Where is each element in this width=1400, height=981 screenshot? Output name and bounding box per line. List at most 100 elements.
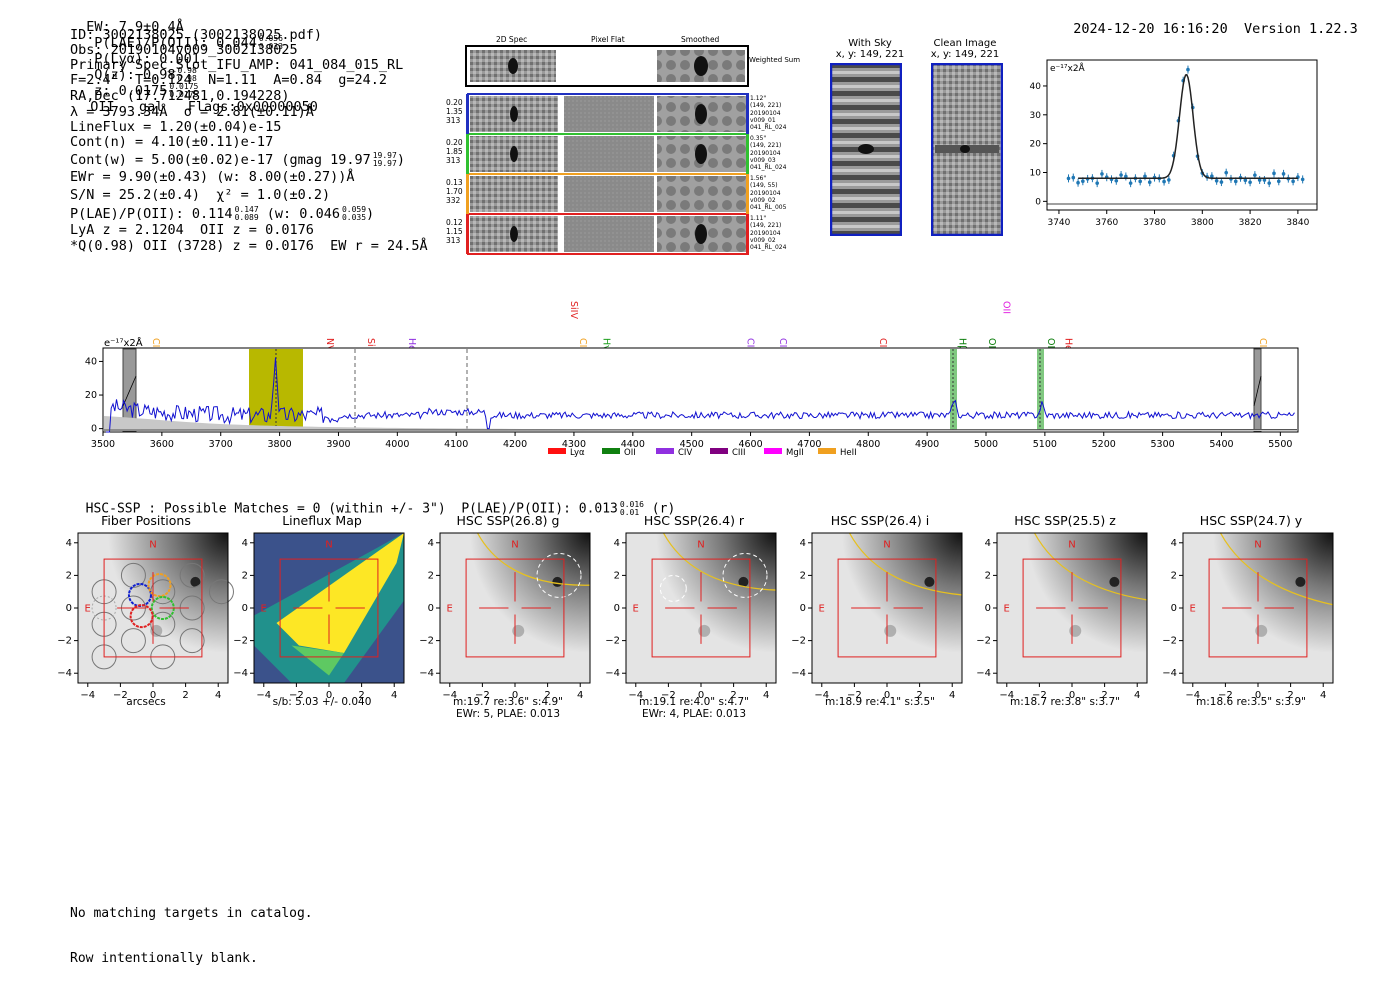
compass-n: N — [883, 540, 890, 551]
fit-xtick-label: 3760 — [1095, 218, 1118, 228]
fit-plot-curve — [1078, 73, 1298, 180]
spectrum-xticks: 3500 3600 3700 3800 3900 4000 4100 4200 4300 4400… — [91, 432, 1292, 450]
clean-image-title: Clean Image — [933, 38, 997, 49]
header-datetime-version: 2024-12-20 16:16:20 Version 1.22.3 — [1057, 5, 1358, 37]
compass-n: N — [697, 540, 704, 551]
panel-ytick-label: −2 — [791, 636, 806, 647]
panel-xtick-label: 0 — [698, 690, 704, 698]
info-plae-w: (w: 0.046 — [266, 206, 340, 222]
compass-e: E — [1190, 603, 1196, 614]
panel-xtick-label: 0 — [512, 690, 518, 698]
panel-xtick-label: 4 — [391, 690, 397, 698]
panel-ytick-label: 2 — [614, 570, 620, 581]
col-label-pixelflat: Pixel Flat — [591, 35, 625, 44]
panel-title: HSC SSP(25.5) z — [1014, 513, 1116, 528]
with-sky-title: With Sky — [848, 38, 892, 49]
spectrum-line-label: NV — [324, 338, 335, 352]
info-plae-w-hi: 0.059 — [341, 205, 367, 214]
panel-ytick-label: 2 — [800, 570, 806, 581]
row-2-meta-0: 0.35" — [750, 135, 767, 142]
panel-ytick-label: 0 — [614, 603, 620, 614]
row-4-meta-2: 20190104 — [750, 229, 781, 237]
row-4-values: 0.12 1.15 313 — [446, 218, 463, 245]
panel-xtick-label: 2 — [544, 690, 550, 698]
panel-xtick-label: −4 — [442, 690, 457, 698]
row-3-val-0: 0.13 — [446, 178, 463, 187]
footer-line-1: No matching targets in catalog. — [70, 906, 313, 921]
spectrum-xtick-label: 4800 — [856, 439, 880, 450]
with-sky-image — [830, 63, 902, 236]
spectrum-ytick-label: 0 — [91, 424, 97, 435]
info-q: *Q(0.98) OII (3728) z = 0.0176 EW r = 24… — [70, 238, 428, 254]
clean-image — [931, 63, 1003, 236]
header-qz-range: 0.98 0.98 — [178, 67, 197, 83]
header-plya: P(Lyα): 0.001 — [94, 51, 200, 67]
panel-xtick-label: −4 — [256, 690, 271, 698]
cutout-row-4 — [467, 213, 749, 255]
panel-title: HSC SSP(26.8) g — [456, 513, 560, 528]
panel-caption-line: m:19.7 re:3.6" s:4.9" — [453, 696, 563, 708]
panel-ytick-label: 0 — [1171, 603, 1177, 614]
panel-caption-line: m:19.1 re:4.0" s:4.7" — [639, 696, 749, 708]
panel-ytick-label: 4 — [614, 538, 620, 549]
panel-caption: s/b: 5.03 +/- 0.040 — [237, 696, 407, 708]
info-lya: LyA z = 2.1204 OII z = 0.0176 — [70, 222, 314, 238]
panel-xtick-label: 2 — [1287, 690, 1293, 698]
spectrum-legend-label: HeII — [840, 448, 857, 458]
spectrum-legend-swatch — [710, 448, 728, 454]
panel-ytick-label: −4 — [233, 668, 248, 679]
row-1-meta-4: 041_RL_024 — [750, 124, 787, 132]
compass-e: E — [633, 603, 639, 614]
panel-ytick-label: 0 — [800, 603, 806, 614]
header-version: Version 1.22.3 — [1243, 21, 1358, 37]
spectrum-flux-line — [105, 357, 1295, 433]
row-4-meta-3: v009_02 — [750, 236, 776, 244]
panel-ytick-label: −2 — [419, 636, 434, 647]
panel-caption: m:19.7 re:3.6" s:4.9" EWr: 5, PLAE: 0.013 — [423, 696, 593, 720]
row-1-values: 0.20 1.35 313 — [446, 98, 463, 125]
compass-n: N — [149, 540, 156, 551]
info-contw-hi: 19.97 — [372, 151, 397, 160]
hsc-summary-range: 0.016 0.01 — [620, 501, 644, 517]
spectrum-line-label: CIV — [150, 338, 161, 354]
panel-xtick-label: 2 — [358, 690, 364, 698]
fit-point — [1253, 173, 1257, 177]
panel-ytick-label: −4 — [419, 668, 434, 679]
row-3-val-2: 332 — [446, 196, 461, 205]
spectrum-legend-swatch — [656, 448, 674, 454]
fit-point — [1224, 170, 1229, 175]
info-contw-text: Cont(w) = 5.00(±0.02)e-17 (gmag 19.97 — [70, 152, 371, 168]
fit-point — [1272, 171, 1276, 176]
fit-point — [1095, 181, 1099, 185]
row-1-val-0: 0.20 — [446, 98, 463, 107]
spectrum-line-label: CIII — [777, 338, 788, 353]
fit-point — [1243, 178, 1248, 183]
cutout-row-2 — [467, 133, 749, 175]
panel-caption-line: m:18.7 re:3.8" s:3.7" — [1010, 696, 1120, 708]
fit-point — [1138, 179, 1142, 184]
fit-xtick-label: 3840 — [1286, 218, 1309, 228]
spectrum-line-label: Hβ — [957, 338, 968, 351]
spectrum-xtick-label: 5500 — [1268, 439, 1292, 450]
fit-point — [1291, 179, 1295, 184]
info-slot: Primary Spec_Slot_IFU_AMP: 041_084_015_R… — [70, 57, 404, 73]
panel-ytick-label: −4 — [1162, 668, 1177, 679]
panel-caption-line: m:18.6 re:3.5" s:3.9" — [1196, 696, 1306, 708]
row-1-val-2: 313 — [446, 116, 461, 125]
header-z-hi: 0.0175 — [169, 82, 199, 91]
fit-plot-xticks: 3740 3760 3780 3800 3820 3840 — [1047, 210, 1310, 228]
spectrum-legend-swatch — [602, 448, 620, 454]
panel-ytick-label: −4 — [57, 668, 72, 679]
fit-point — [1066, 176, 1071, 181]
fit-point — [1124, 174, 1128, 179]
panel-xtick-label: −2 — [1218, 690, 1233, 698]
fit-point — [1167, 178, 1171, 182]
spectrum-xtick-label: 4400 — [621, 439, 645, 450]
panel-xtick-label: −4 — [80, 690, 95, 698]
spectrum-line-label: HeII — [1063, 338, 1074, 357]
spectrum-legend-swatch — [818, 448, 836, 454]
spectrum-legend-label: MgII — [786, 448, 804, 458]
fit-point — [1071, 175, 1076, 180]
panel-caption: m:18.7 re:3.8" s:3.7" — [980, 696, 1150, 708]
fit-point — [1257, 178, 1262, 182]
